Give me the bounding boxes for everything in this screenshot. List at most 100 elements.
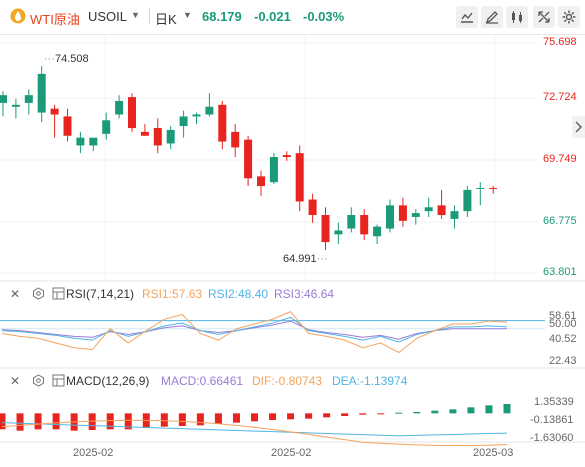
candle-body: [360, 215, 369, 235]
macd-axis-label: -0.13861: [530, 414, 574, 426]
price-axis-label: 75.698: [543, 36, 577, 48]
dea-value: DEA:-1.13974: [332, 374, 408, 388]
candle-body: [476, 187, 485, 189]
rsi3-line: [1, 320, 507, 340]
macd-histogram-bar: [287, 413, 295, 420]
price-change: -0.021: [254, 9, 291, 24]
candle-body: [140, 131, 149, 136]
macd-table-icon[interactable]: [52, 374, 65, 390]
candle-body: [244, 139, 253, 179]
candle-body: [218, 104, 227, 142]
candle-body: [179, 116, 188, 127]
macd-histogram-bar: [449, 409, 457, 414]
draw-tool-button[interactable]: [481, 6, 503, 28]
candle-body: [24, 95, 33, 103]
close-rsi-icon[interactable]: ✕: [10, 287, 21, 301]
header-divider: [149, 8, 150, 24]
price-change-percent: -0.03%: [303, 9, 345, 24]
period-selector[interactable]: 日K: [155, 12, 177, 27]
symbol-dropdown-icon[interactable]: ▼: [131, 10, 140, 20]
candle-body: [76, 137, 85, 146]
macd-legend: ✕ MACD(12,26,9) MACD:0.66461 DIF:-0.8074…: [0, 374, 585, 390]
rsi-axis-label: 58.61: [549, 310, 577, 322]
period-dropdown-icon[interactable]: ▼: [183, 10, 192, 20]
rsi-settings-icon[interactable]: [32, 287, 45, 303]
rsi-axis-label: 40.52: [549, 333, 577, 345]
macd-axis-label: 1.35339: [534, 396, 574, 408]
candle-body: [334, 230, 343, 235]
close-macd-icon[interactable]: ✕: [10, 374, 21, 388]
rsi-title: RSI(7,14,21): [66, 287, 135, 301]
candle-body: [102, 120, 111, 134]
macd-histogram-bar: [359, 413, 367, 415]
symbol-name[interactable]: WTI原油: [30, 12, 80, 27]
rsi1-line: [1, 311, 508, 354]
line-chart-button[interactable]: [456, 6, 478, 28]
macd-histogram-bar: [467, 407, 475, 414]
candle-body: [373, 226, 382, 237]
candle-body: [89, 137, 98, 146]
macd-histogram-bar: [88, 413, 96, 430]
x-axis-label: 2025-03: [473, 447, 514, 459]
candle-body: [128, 97, 136, 129]
candle-body: [153, 128, 162, 146]
macd-histogram-bar: [377, 413, 385, 415]
candle-body: [0, 95, 7, 103]
candle-body: [231, 131, 240, 148]
candle-body: [398, 205, 407, 221]
dif-value: DIF:-0.80743: [252, 374, 323, 388]
macd-histogram-bar: [395, 412, 403, 414]
macd-histogram-bar: [305, 413, 313, 419]
macd-title: MACD(12,26,9): [66, 374, 150, 388]
candle-body: [411, 213, 420, 217]
macd-histogram-bar: [34, 413, 42, 430]
candle-body: [463, 189, 472, 212]
rsi3-value: RSI3:46.64: [274, 287, 335, 301]
macd-histogram-bar: [196, 413, 204, 426]
high-value: 74.508: [55, 53, 89, 65]
candle-style-button[interactable]: [506, 6, 528, 28]
rsi-legend: ✕ RSI(7,14,21) RSI1:57.63 RSI2:48.40 RSI…: [0, 287, 585, 303]
high-marker: ···74.508: [44, 53, 89, 65]
fullscreen-button[interactable]: [533, 6, 555, 28]
candle-body: [192, 114, 201, 117]
price-axis-label: 66.775: [543, 215, 577, 227]
macd-histogram-bar: [269, 413, 277, 420]
macd-axis-label: -1.63060: [530, 432, 574, 444]
candle-body: [424, 207, 433, 212]
candle-body: [11, 104, 20, 107]
rsi-table-icon[interactable]: [52, 287, 65, 303]
macd-histogram-bar: [124, 413, 132, 430]
macd-histogram-bar: [323, 413, 331, 418]
line-chart-icon: [461, 12, 473, 23]
macd-histogram-bar: [0, 413, 6, 430]
candle-body: [347, 215, 356, 229]
candle-body: [269, 157, 278, 183]
macd-settings-icon[interactable]: [32, 374, 45, 390]
fullscreen-icon: [538, 11, 550, 23]
oil-logo-icon: [10, 8, 26, 24]
macd-histogram-bar: [52, 413, 60, 430]
candle-body: [50, 108, 59, 115]
symbol-code[interactable]: USOIL: [88, 9, 128, 24]
last-price: 68.179: [202, 9, 242, 24]
low-value: 64.991: [283, 253, 317, 265]
price-axis-label: 63.801: [543, 266, 577, 278]
rsi2-line: [1, 316, 508, 343]
dea-line: [1, 422, 508, 437]
macd-histogram-bar: [232, 413, 240, 423]
rsi1-value: RSI1:57.63: [142, 287, 203, 301]
candle-body: [63, 116, 72, 136]
settings-button[interactable]: [558, 6, 580, 28]
macd-histogram-bar: [503, 404, 511, 414]
candle-body: [450, 211, 459, 219]
macd-histogram-bar: [106, 413, 114, 430]
macd-histogram-bar: [214, 413, 222, 424]
macd-histogram-bar: [341, 413, 349, 416]
collapse-panel-button[interactable]: [572, 116, 585, 138]
candle-body: [282, 155, 291, 158]
candle-body: [166, 129, 175, 144]
price-axis-label: 69.749: [543, 153, 577, 165]
candle-body: [386, 205, 394, 229]
